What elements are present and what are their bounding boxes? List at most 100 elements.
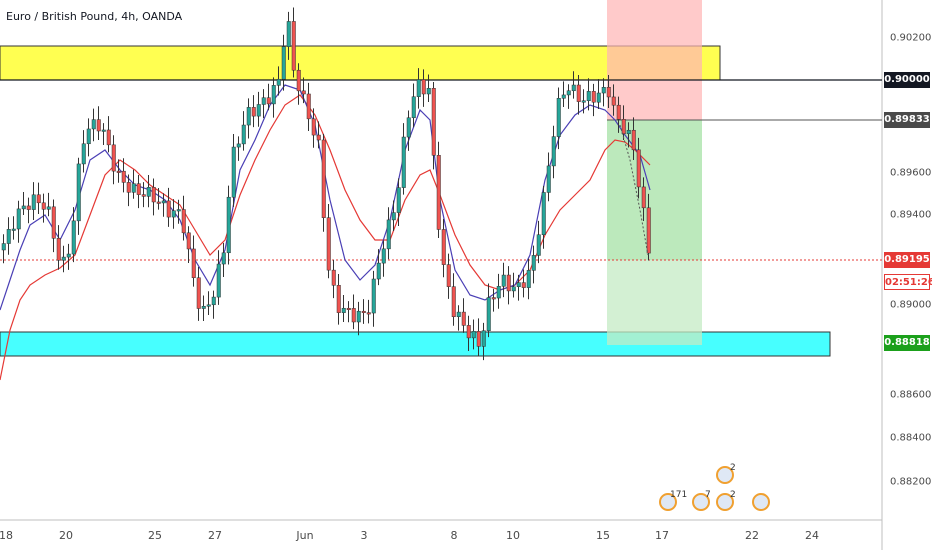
candle-body bbox=[186, 232, 191, 250]
candle-body bbox=[521, 282, 526, 288]
time-label: 17 bbox=[655, 529, 669, 542]
price-label: 0.90200 bbox=[890, 32, 932, 44]
candle-body bbox=[526, 270, 531, 288]
candle-body bbox=[116, 170, 121, 173]
candle-body bbox=[31, 194, 36, 210]
candle-body bbox=[621, 119, 626, 135]
candle-body bbox=[611, 96, 616, 106]
candle-body bbox=[641, 186, 646, 209]
event-count: 2 bbox=[730, 490, 736, 500]
time-label: 18 bbox=[0, 529, 13, 542]
candle-body bbox=[86, 128, 91, 145]
economic-event-flag-icon[interactable] bbox=[752, 493, 770, 511]
candle-body bbox=[176, 209, 181, 212]
take-profit-zone[interactable] bbox=[607, 120, 702, 345]
candle-body bbox=[456, 311, 461, 317]
candle-body bbox=[556, 98, 561, 137]
resistance-zone[interactable] bbox=[0, 45, 721, 81]
time-label: Jun bbox=[296, 529, 314, 542]
candle-body bbox=[541, 192, 546, 236]
candle-body bbox=[51, 206, 56, 239]
candle-body bbox=[616, 104, 621, 120]
candle-body bbox=[336, 285, 341, 313]
candle-body bbox=[636, 149, 641, 188]
take-profit-zone-light bbox=[607, 260, 702, 345]
candle-body bbox=[181, 209, 186, 234]
candle-body bbox=[346, 307, 351, 310]
candle-body bbox=[6, 229, 11, 244]
event-count: 171 bbox=[670, 490, 688, 500]
candle-body bbox=[421, 79, 426, 95]
candle-body bbox=[406, 117, 411, 138]
candle-body bbox=[546, 165, 551, 193]
economic-event-flag-icon[interactable] bbox=[716, 466, 734, 484]
candle-body bbox=[436, 155, 441, 230]
time-label: 24 bbox=[805, 529, 819, 542]
candle-body bbox=[496, 286, 501, 299]
candle-body bbox=[131, 183, 136, 193]
candle-body bbox=[221, 252, 226, 265]
candle-body bbox=[291, 21, 296, 71]
economic-event-flag-icon[interactable] bbox=[659, 493, 677, 511]
candle-body bbox=[126, 182, 131, 193]
candle-body bbox=[646, 207, 651, 254]
support-zone[interactable] bbox=[0, 331, 831, 357]
candle-body bbox=[491, 297, 496, 300]
candle-body bbox=[251, 107, 256, 117]
candle-body bbox=[311, 118, 316, 136]
projection-path bbox=[619, 124, 649, 256]
candle-body bbox=[401, 136, 406, 188]
candle-body bbox=[111, 144, 116, 172]
candle-body bbox=[276, 78, 281, 86]
candle-body bbox=[506, 274, 511, 292]
candle-body bbox=[391, 212, 396, 221]
candle-body bbox=[106, 129, 111, 146]
candle-body bbox=[121, 170, 126, 183]
candle-body bbox=[356, 310, 361, 323]
level-badge-90000: 0.90000 bbox=[884, 72, 930, 88]
economic-event-flag-icon[interactable] bbox=[716, 493, 734, 511]
candle-body bbox=[296, 69, 301, 92]
candle-body bbox=[101, 129, 106, 132]
candle-body bbox=[381, 248, 386, 264]
candle-body bbox=[586, 91, 591, 101]
time-label: 15 bbox=[596, 529, 610, 542]
candle-body bbox=[351, 308, 356, 323]
candle-body bbox=[36, 194, 41, 204]
candle-body bbox=[531, 255, 536, 271]
candle-body bbox=[376, 262, 381, 280]
price-label: 0.89400 bbox=[890, 209, 932, 221]
candle-body bbox=[411, 96, 416, 119]
candle-body bbox=[321, 139, 326, 218]
economic-event-flag-icon[interactable] bbox=[692, 493, 710, 511]
candle-body bbox=[461, 311, 466, 326]
level-badge-89833: 0.89833 bbox=[884, 112, 930, 128]
symbol-title[interactable]: Euro / British Pound, 4h, OANDA bbox=[6, 10, 183, 23]
candle-body bbox=[166, 200, 171, 218]
candle-body bbox=[361, 310, 366, 313]
candle-body bbox=[21, 205, 26, 210]
price-label: 0.89000 bbox=[890, 299, 932, 311]
candle-body bbox=[431, 88, 436, 156]
candle-body bbox=[566, 90, 571, 96]
price-label: 0.88600 bbox=[890, 389, 932, 401]
current-price-badge: 0.89195 bbox=[884, 252, 930, 268]
candle-body bbox=[471, 331, 476, 339]
candle-body bbox=[316, 134, 321, 141]
candle-body bbox=[331, 269, 336, 286]
candle-body bbox=[441, 229, 446, 265]
candle-body bbox=[11, 228, 16, 231]
stop-loss-zone[interactable] bbox=[607, 0, 702, 120]
event-count: 2 bbox=[730, 463, 736, 473]
candle-body bbox=[606, 87, 611, 98]
price-label: 0.88200 bbox=[890, 476, 932, 488]
candle-body bbox=[266, 97, 271, 105]
time-label: 8 bbox=[450, 529, 458, 542]
candle-body bbox=[46, 206, 51, 210]
candle-body bbox=[301, 90, 306, 95]
candle-body bbox=[481, 330, 486, 347]
candle-body bbox=[511, 286, 516, 292]
candle-body bbox=[371, 278, 376, 314]
candle-body bbox=[196, 277, 201, 309]
